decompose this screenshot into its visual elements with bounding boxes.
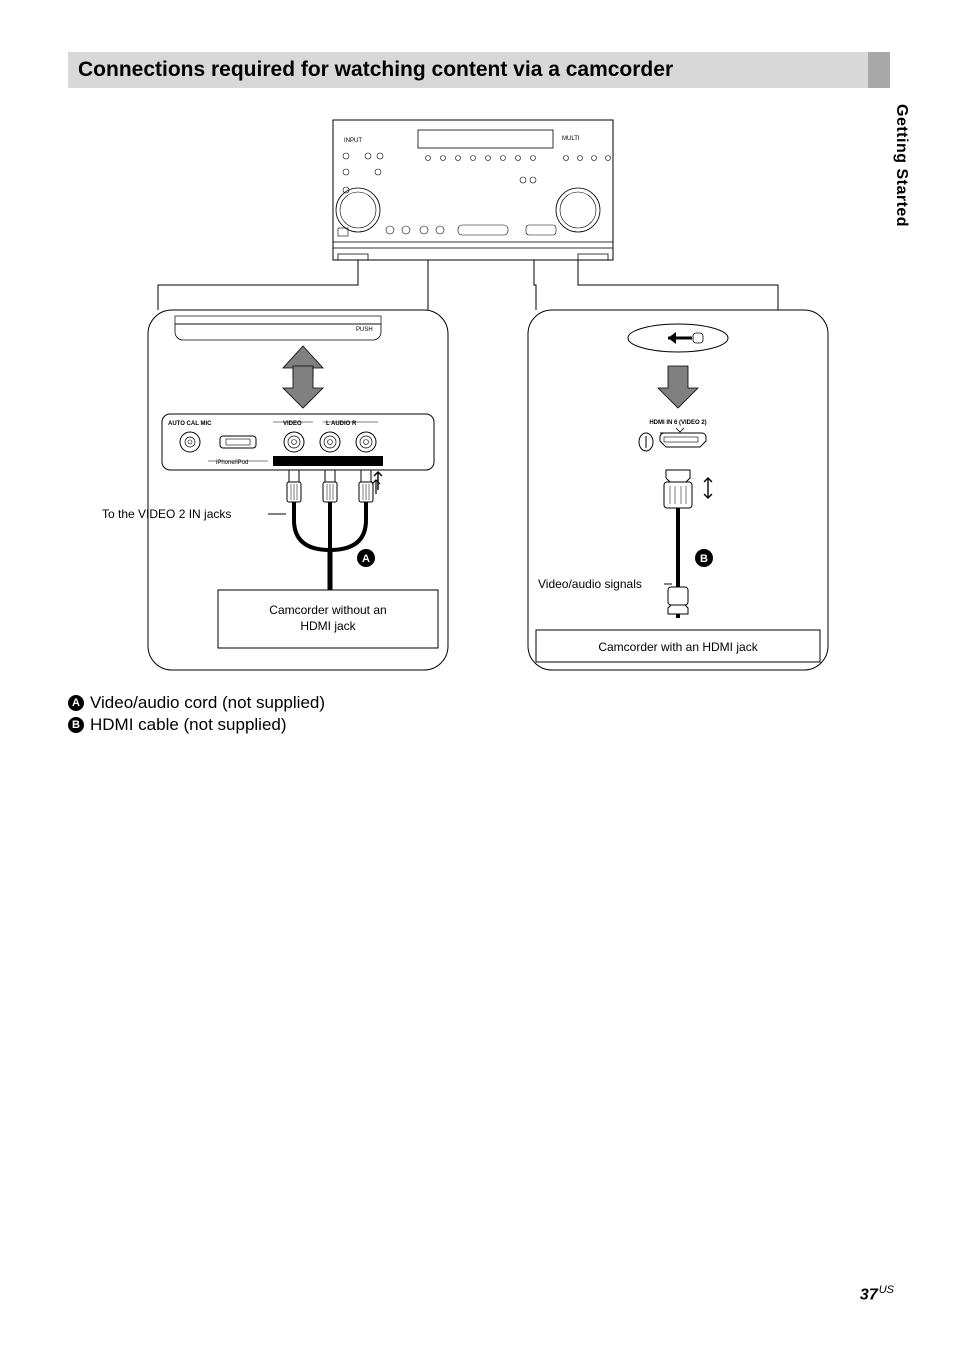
left-device-line1: Camcorder without an bbox=[269, 603, 386, 617]
legend-row-a: A Video/audio cord (not supplied) bbox=[68, 692, 325, 714]
page-number-value: 37 bbox=[860, 1286, 878, 1303]
legend-badge-a: A bbox=[68, 695, 84, 711]
legend-text-b: HDMI cable (not supplied) bbox=[90, 714, 287, 736]
left-panel: PUSH AUTO CAL MIC VIDEO L AUDIO R iPhone… bbox=[102, 310, 448, 670]
right-callout: Video/audio signals bbox=[538, 577, 642, 591]
down-arrow-left bbox=[283, 366, 323, 408]
side-section-label: Getting Started bbox=[892, 104, 910, 227]
page-number: 37US bbox=[860, 1284, 894, 1304]
svg-text:INPUT: INPUT bbox=[344, 138, 362, 144]
section-heading-bar: Connections required for watching conten… bbox=[68, 52, 868, 88]
section-heading: Connections required for watching conten… bbox=[78, 58, 673, 82]
badge-a: A bbox=[362, 553, 370, 565]
page-region: US bbox=[879, 1284, 894, 1296]
push-label: PUSH bbox=[356, 327, 373, 333]
label-video2in: VIDEO 2 IN bbox=[294, 460, 325, 466]
section-heading-tab bbox=[868, 52, 890, 88]
connection-diagram: INPUT MULTI PUSH AUTO CAL MIC VIDEO L AU… bbox=[68, 110, 868, 690]
down-arrow-right bbox=[658, 366, 698, 408]
legend-text-a: Video/audio cord (not supplied) bbox=[90, 692, 325, 714]
right-panel: HDMI IN 6 (VIDEO 2) bbox=[528, 310, 828, 670]
left-callout: To the VIDEO 2 IN jacks bbox=[102, 507, 231, 521]
receiver-panel: INPUT MULTI bbox=[333, 120, 613, 260]
svg-text:MULTI: MULTI bbox=[562, 136, 580, 142]
legend-badge-b: B bbox=[68, 717, 84, 733]
label-autocal: AUTO CAL MIC bbox=[168, 421, 212, 427]
badge-b: B bbox=[700, 553, 708, 565]
right-device: Camcorder with an HDMI jack bbox=[598, 640, 758, 654]
hdmi-port-label: HDMI IN 6 (VIDEO 2) bbox=[649, 420, 706, 426]
left-device-line2: HDMI jack bbox=[300, 619, 356, 633]
legend: A Video/audio cord (not supplied) B HDMI… bbox=[68, 692, 325, 736]
legend-row-b: B HDMI cable (not supplied) bbox=[68, 714, 325, 736]
